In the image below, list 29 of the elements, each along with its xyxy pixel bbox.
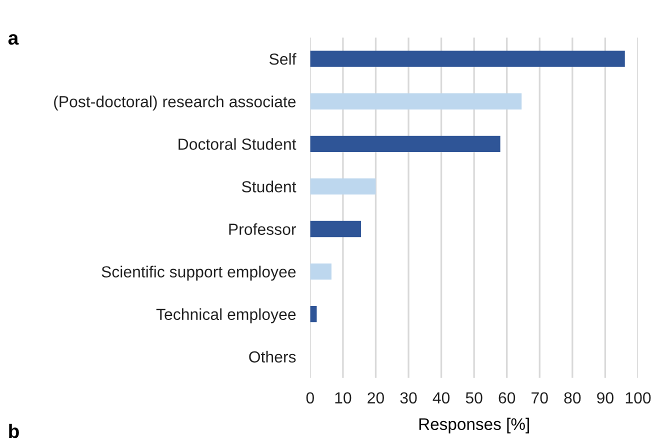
y-tick-label: Scientific support employee [102, 266, 296, 281]
x-tick-label: 70 [532, 392, 548, 404]
bar [310, 306, 317, 322]
x-tick-label: 50 [466, 392, 482, 404]
x-tick-label: 80 [564, 392, 581, 404]
x-tick-label: 40 [432, 392, 450, 404]
x-axis-title: Responses [%] [419, 418, 529, 434]
x-tick-label: 0 [306, 392, 314, 404]
text: b [9, 424, 19, 438]
x-tick-label: 60 [498, 392, 516, 404]
y-tick-label: Student [242, 180, 296, 192]
bar [310, 136, 500, 152]
y-tick-label: (Post-doctoral) research associate [54, 96, 296, 110]
y-tick-label: Doctoral Student [178, 138, 296, 150]
x-tick-label: 30 [400, 392, 417, 404]
bar [310, 50, 625, 67]
bar [310, 178, 376, 195]
y-tick-label: Technical employee [156, 308, 296, 324]
text: a [8, 34, 19, 45]
bar [310, 93, 522, 110]
x-tick-label: 100 [626, 392, 651, 404]
y-tick-label: Professor [229, 223, 296, 235]
y-tick-label: Self [269, 53, 296, 65]
bar [310, 263, 332, 280]
x-tick-label: 20 [368, 392, 384, 404]
x-tick-label: 90 [597, 392, 614, 404]
y-tick-label: Others [249, 350, 296, 363]
bar [310, 220, 361, 238]
x-tick-label: 10 [335, 392, 352, 404]
